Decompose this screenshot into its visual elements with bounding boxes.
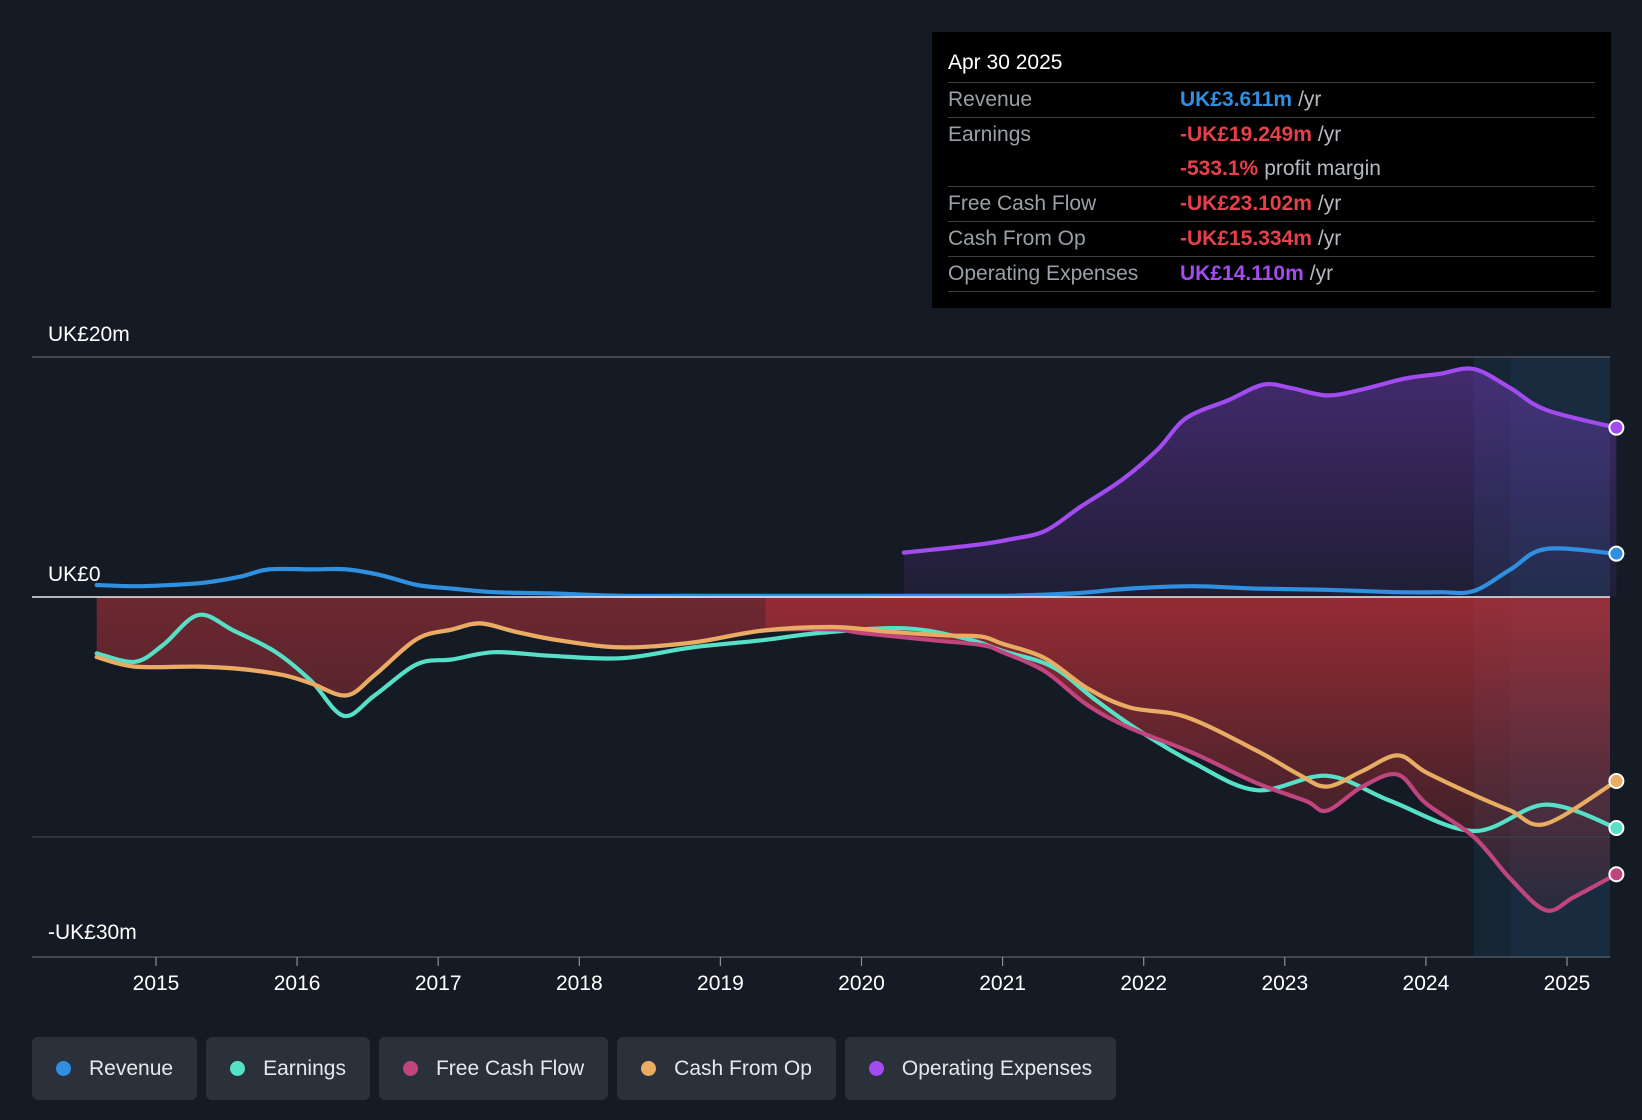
- tooltip-label: Free Cash Flow: [948, 192, 1097, 215]
- legend-item-cash-from-op[interactable]: Cash From Op: [617, 1037, 836, 1100]
- axes: UK£20m UK£0 -UK£30m 2015 2016 2017 2018 2019 202…: [32, 323, 1610, 995]
- legend-dot-icon: [641, 1061, 657, 1076]
- legend-label: Revenue: [89, 1056, 174, 1080]
- tooltip-unit: /yr: [1317, 192, 1342, 215]
- legend: Revenue Earnings Free Cash Flow Cash From O…: [32, 1037, 1117, 1100]
- tooltip-row: Earnings -UK£19.249m/yr: [948, 118, 1595, 152]
- y-tick-label: UK£0: [48, 563, 101, 586]
- tooltip-value: -UK£23.102m: [1180, 192, 1312, 215]
- legend-label: Operating Expenses: [901, 1056, 1093, 1080]
- x-tick-label: 2019: [697, 972, 744, 995]
- legend-item-earnings[interactable]: Earnings: [206, 1037, 370, 1100]
- tooltip-row: Revenue UK£3.611m/yr: [948, 83, 1595, 118]
- x-tick-label: 2020: [838, 972, 885, 995]
- legend-dot-icon: [230, 1061, 246, 1076]
- tooltip-row: -533.1% profit margin: [948, 152, 1595, 187]
- line-operating-expenses: [901, 366, 1619, 555]
- negative-area-late: [765, 597, 1610, 911]
- x-tick-label: 2018: [556, 972, 603, 995]
- marker-operating-expenses: [1608, 419, 1625, 436]
- tooltip-value: UK£3.611m: [1180, 88, 1293, 111]
- opex-area: [903, 368, 1617, 597]
- tooltip-label: Operating Expenses: [948, 262, 1139, 285]
- tooltip-value: -UK£15.334m: [1180, 227, 1312, 250]
- marker-free-cash-flow: [1608, 866, 1625, 883]
- line-earnings: [94, 612, 1619, 834]
- series-lines: [94, 366, 1625, 913]
- tooltip-unit: profit margin: [1264, 157, 1381, 180]
- tooltip-panel: Apr 30 2025 Revenue UK£3.611m/yr Earnings -…: [932, 32, 1611, 308]
- tooltip-label: Revenue: [948, 88, 1033, 111]
- tooltip-row: Operating Expenses UK£14.110m/yr: [948, 257, 1595, 292]
- marker-cash-from-op: [1608, 773, 1625, 790]
- tooltip-value: UK£14.110m: [1180, 262, 1304, 285]
- tooltip-unit: /yr: [1309, 262, 1334, 285]
- x-tick-label: 2024: [1403, 972, 1450, 995]
- legend-dot-icon: [56, 1061, 71, 1076]
- y-tick-label: -UK£30m: [48, 921, 137, 944]
- area-fills: [96, 357, 1617, 957]
- tooltip-row: Free Cash Flow -UK£23.102m/yr: [948, 187, 1595, 222]
- legend-label: Earnings: [263, 1056, 346, 1080]
- tooltip-label: Cash From Op: [948, 227, 1086, 250]
- tooltip-label: Earnings: [948, 123, 1031, 146]
- x-tick-label: 2015: [133, 972, 180, 995]
- marker-earnings: [1608, 819, 1625, 836]
- tooltip-rows: Revenue UK£3.611m/yr Earnings -UK£19.249m/y…: [948, 83, 1595, 292]
- tooltip-unit: /yr: [1298, 88, 1322, 111]
- legend-dot-icon: [868, 1061, 884, 1076]
- legend-label: Free Cash Flow: [435, 1056, 585, 1080]
- x-tick-label: 2022: [1120, 972, 1167, 995]
- line-cash-from-op: [94, 621, 1619, 827]
- legend-dot-icon: [402, 1061, 418, 1076]
- legend-item-revenue[interactable]: Revenue: [32, 1037, 198, 1100]
- marker-revenue: [1608, 545, 1625, 562]
- tooltip-date: Apr 30 2025: [948, 44, 1595, 83]
- line-revenue: [94, 546, 1619, 599]
- x-tick-label: 2016: [274, 972, 321, 995]
- tooltip-row: Cash From Op -UK£15.334m/yr: [948, 222, 1595, 257]
- tooltip-value: -UK£19.249m: [1180, 123, 1312, 146]
- tooltip-label: [948, 152, 1180, 186]
- x-tick-label: 2021: [979, 972, 1026, 995]
- legend-item-operating-expenses[interactable]: Operating Expenses: [844, 1037, 1117, 1100]
- x-tick-label: 2025: [1544, 972, 1591, 995]
- gridlines: [32, 356, 1610, 958]
- legend-label: Cash From Op: [674, 1056, 812, 1080]
- tooltip-value: -533.1%: [1180, 157, 1259, 180]
- x-tick-label: 2023: [1261, 972, 1308, 995]
- legend-item-free-cash-flow[interactable]: Free Cash Flow: [378, 1037, 609, 1100]
- tooltip-unit: /yr: [1317, 227, 1342, 250]
- y-tick-label: UK£20m: [48, 323, 130, 346]
- tooltip-unit: /yr: [1317, 123, 1342, 146]
- x-tick-label: 2017: [415, 972, 462, 995]
